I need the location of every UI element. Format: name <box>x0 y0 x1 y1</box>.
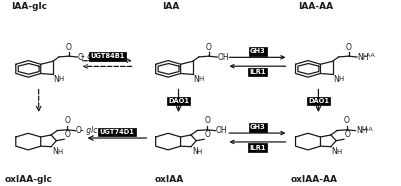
Text: DAO1: DAO1 <box>168 98 189 104</box>
Text: O: O <box>77 53 83 62</box>
Text: O: O <box>344 130 350 139</box>
Text: oxIAA: oxIAA <box>154 175 184 184</box>
Text: H: H <box>57 149 62 155</box>
Text: –AA: –AA <box>364 53 375 58</box>
Text: O: O <box>206 43 212 52</box>
Text: H: H <box>59 76 64 82</box>
Text: GH3: GH3 <box>250 49 265 54</box>
Text: NH: NH <box>356 126 367 135</box>
Text: H: H <box>337 149 342 155</box>
Text: GH3: GH3 <box>250 124 265 130</box>
Text: N: N <box>54 75 59 84</box>
Text: – glc: – glc <box>81 52 99 61</box>
Text: H: H <box>338 76 344 82</box>
Text: oxIAA-AA: oxIAA-AA <box>290 175 337 184</box>
Text: OH: OH <box>216 126 227 135</box>
Text: IAA-glc: IAA-glc <box>11 2 47 11</box>
Text: IAA-AA: IAA-AA <box>298 2 334 11</box>
Text: –AA: –AA <box>362 127 374 132</box>
Text: N: N <box>194 75 199 84</box>
Text: O: O <box>344 116 350 125</box>
Text: O: O <box>204 130 210 139</box>
Text: DAO1: DAO1 <box>308 98 329 104</box>
Text: IAA: IAA <box>162 2 180 11</box>
Text: NH: NH <box>357 53 369 62</box>
Text: O: O <box>346 43 352 52</box>
Text: H: H <box>198 76 204 82</box>
Text: O: O <box>204 116 210 125</box>
Text: O: O <box>65 116 70 125</box>
Text: UGT74D1: UGT74D1 <box>99 129 134 135</box>
Text: N: N <box>333 75 339 84</box>
Text: – glc: – glc <box>80 126 97 135</box>
Text: oxIAA-glc: oxIAA-glc <box>5 175 53 184</box>
Text: UGT84B1: UGT84B1 <box>90 53 125 60</box>
Text: O: O <box>65 130 70 139</box>
Text: ILR1: ILR1 <box>249 145 266 151</box>
Text: O: O <box>66 43 72 52</box>
Text: ILR1: ILR1 <box>249 69 266 75</box>
Text: N: N <box>52 147 58 156</box>
Text: N: N <box>332 147 337 156</box>
Text: H: H <box>197 149 202 155</box>
Text: O: O <box>76 126 81 135</box>
Text: OH: OH <box>218 53 229 62</box>
Text: N: N <box>192 147 198 156</box>
